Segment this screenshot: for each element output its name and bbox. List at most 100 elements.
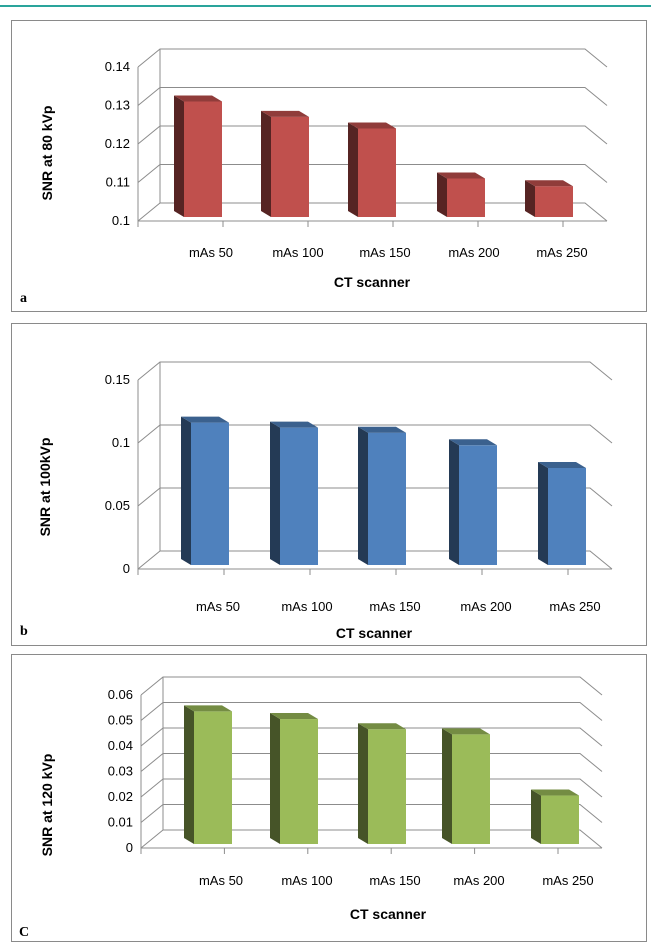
bar-side-face	[184, 705, 194, 844]
y-tick-label: 0.11	[106, 175, 130, 190]
category-label: mAs 250	[549, 599, 600, 614]
gridline	[140, 702, 603, 721]
bar-front-face	[184, 101, 222, 217]
y-tick-label: 0	[123, 561, 130, 576]
bar-top-face	[270, 421, 318, 428]
y-tick-label: 0.05	[108, 713, 133, 728]
bar-top-face	[538, 461, 586, 468]
gridline	[137, 48, 608, 68]
bar-side-face	[449, 439, 459, 565]
category-label: mAs 50	[199, 873, 243, 888]
bar-side-face	[538, 461, 548, 565]
y-tick-label: 0.1	[112, 435, 130, 450]
x-axis-title: CT scanner	[350, 906, 427, 922]
bar-side-face	[270, 713, 280, 844]
bar-front-face	[535, 186, 573, 217]
y-tick-label: 0.04	[108, 738, 133, 753]
y-tick-label: 0.05	[105, 498, 130, 513]
gridline	[137, 424, 613, 444]
y-axis-title: SNR at 100kVp	[37, 438, 53, 537]
chart-panel-a: 0.1 0.11 0.12 0.13 0.14 mAs 50 mAs 100 mAs 150 m…	[11, 20, 647, 312]
category-label: mAs 50	[196, 599, 240, 614]
category-label: mAs 250	[536, 245, 587, 260]
bar-top-face	[437, 172, 485, 179]
category-label: mAs 200	[453, 873, 504, 888]
bar	[358, 723, 406, 844]
bar	[437, 172, 485, 217]
bar-front-face	[280, 719, 318, 844]
bar	[538, 461, 586, 565]
bar-top-face	[449, 439, 497, 446]
bar-front-face	[452, 734, 490, 844]
chart-panel-b: 0 0.05 0.1 0.15 mAs 50 mAs 100 mAs 150 mAs 200 m…	[11, 323, 647, 646]
bar-top-face	[261, 110, 309, 117]
category-label: mAs 150	[369, 599, 420, 614]
y-tick-label: 0.1	[112, 213, 130, 228]
bar-side-face	[358, 723, 368, 844]
y-tick-label: 0.13	[105, 98, 130, 113]
category-label: mAs 50	[189, 245, 233, 260]
y-tick-label: 0.14	[105, 59, 130, 74]
chart-c: 0 0.01 0.02 0.03 0.04 0.05 0.06 mAs 50 mAs 100 mA…	[19, 676, 603, 940]
bar	[181, 416, 229, 565]
bar	[531, 789, 579, 844]
bar-side-face	[358, 426, 368, 565]
category-label: mAs 150	[359, 245, 410, 260]
y-tick-label: 0	[126, 840, 133, 855]
bar-front-face	[191, 422, 229, 565]
gridline	[140, 676, 603, 696]
bar-top-face	[358, 723, 406, 730]
y-axis-title: SNR at 80 kVp	[39, 106, 55, 201]
bar-side-face	[181, 416, 191, 565]
bar-side-face	[437, 172, 447, 217]
chart-b: 0 0.05 0.1 0.15 mAs 50 mAs 100 mAs 150 mAs 200 m…	[20, 361, 613, 641]
category-label: mAs 150	[369, 873, 420, 888]
bar-front-face	[368, 432, 406, 565]
y-axis-title: SNR at 120 kVp	[39, 754, 55, 857]
bar-front-face	[447, 178, 485, 217]
bar	[270, 421, 318, 565]
bar-front-face	[541, 795, 579, 844]
panel-label: C	[19, 925, 29, 940]
bar	[184, 705, 232, 844]
panel-label: b	[20, 624, 28, 639]
bar-front-face	[368, 729, 406, 844]
y-tick-label: 0.01	[108, 815, 133, 830]
gridline	[137, 361, 613, 381]
chart-panel-c: 0 0.01 0.02 0.03 0.04 0.05 0.06 mAs 50 mAs 100 mA…	[11, 654, 647, 942]
bar-side-face	[174, 95, 184, 217]
bar	[358, 426, 406, 565]
x-axis-title: CT scanner	[334, 274, 411, 290]
bar	[449, 439, 497, 565]
bar-front-face	[280, 427, 318, 565]
category-label: mAs 100	[272, 245, 323, 260]
bar-side-face	[531, 789, 541, 844]
category-label: mAs 250	[542, 873, 593, 888]
bar-top-face	[184, 705, 232, 712]
bar-top-face	[525, 180, 573, 187]
top-rule	[0, 5, 651, 7]
y-tick-label: 0.12	[105, 136, 130, 151]
y-tick-label: 0.15	[105, 372, 130, 387]
bar-top-face	[270, 713, 318, 720]
bar-top-face	[442, 728, 490, 735]
bar-top-face	[531, 789, 579, 796]
bar-side-face	[525, 180, 535, 217]
bar	[348, 122, 396, 217]
y-tick-label: 0.03	[108, 764, 133, 779]
panel-label: a	[20, 291, 27, 306]
category-label: mAs 200	[460, 599, 511, 614]
category-label: mAs 100	[281, 873, 332, 888]
bar-front-face	[271, 116, 309, 217]
gridline	[137, 87, 608, 106]
bar-side-face	[261, 110, 271, 217]
bar-front-face	[358, 128, 396, 217]
bar-side-face	[270, 421, 280, 565]
category-label: mAs 100	[281, 599, 332, 614]
bar-front-face	[548, 467, 586, 565]
chart-a: 0.1 0.11 0.12 0.13 0.14 mAs 50 mAs 100 mAs 150 m…	[20, 48, 608, 306]
bar-front-face	[459, 445, 497, 565]
y-tick-label: 0.06	[108, 687, 133, 702]
bar-top-face	[358, 426, 406, 433]
bar	[270, 713, 318, 844]
